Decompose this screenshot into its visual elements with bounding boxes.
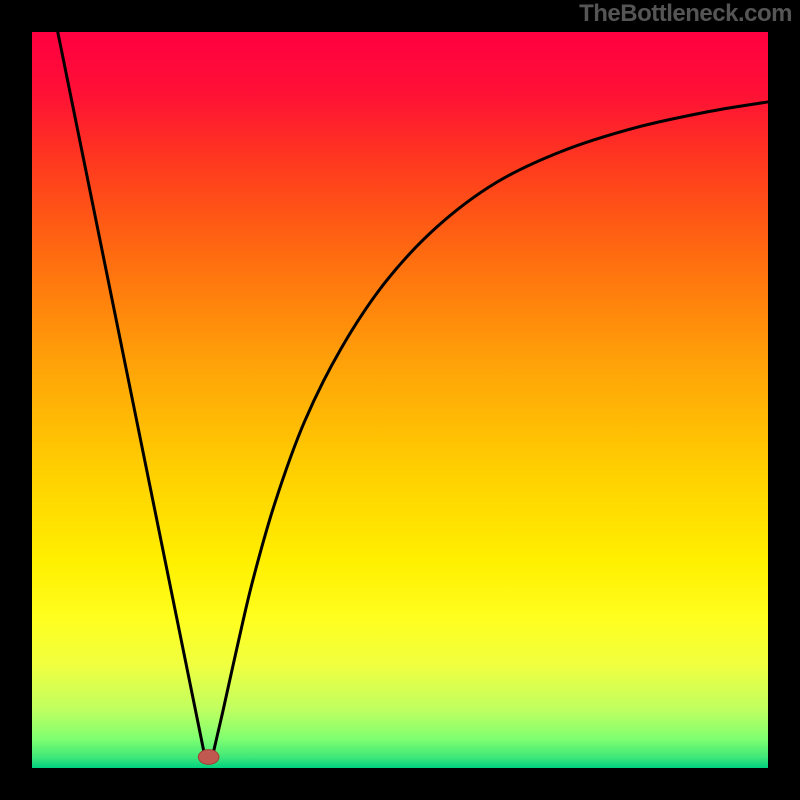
chart-svg xyxy=(0,0,800,800)
watermark-text: TheBottleneck.com xyxy=(579,0,792,28)
bottleneck-chart: TheBottleneck.com xyxy=(0,0,800,800)
optimal-point-marker xyxy=(198,750,219,765)
plot-background xyxy=(32,32,768,768)
